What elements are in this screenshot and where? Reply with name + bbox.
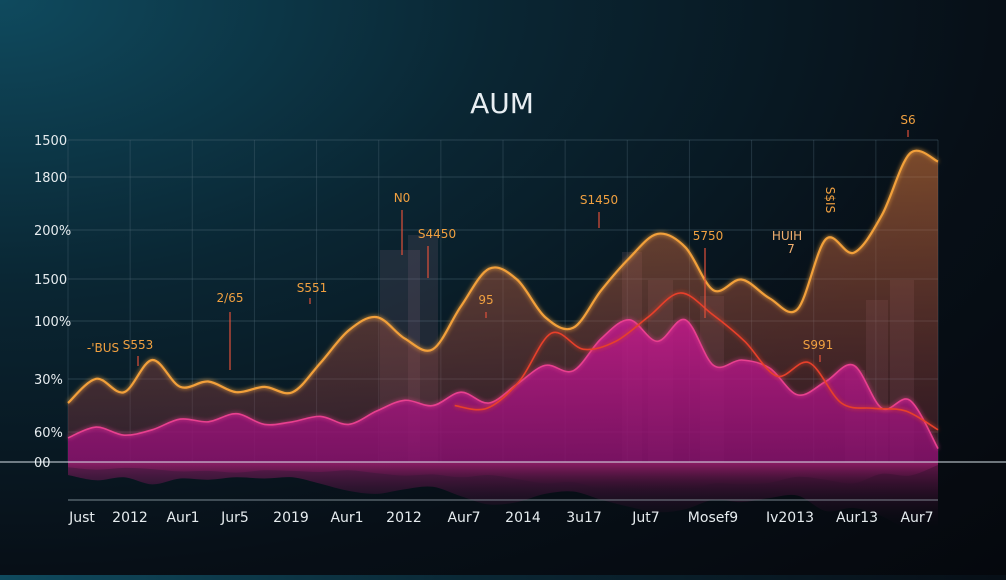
annotation-label: 7 — [787, 242, 795, 256]
x-tick-label: Mosef9 — [688, 510, 738, 526]
y-tick-label: 30% — [34, 373, 63, 388]
annotation-label: S553 — [123, 338, 154, 352]
x-tick-label: 2012 — [112, 510, 148, 526]
series-area — [68, 319, 938, 462]
series-areas — [67, 149, 939, 462]
annotation-label: S551 — [297, 281, 328, 295]
reflection — [68, 462, 938, 531]
series-reflection — [68, 462, 938, 494]
x-tick-label: 2019 — [273, 510, 309, 526]
y-tick-label: 1500 — [34, 273, 67, 288]
axes: 1500 1800 200% 1500 100% 30% 60% 00 Just 2012 Aur1… — [0, 134, 1006, 526]
series-line — [67, 149, 939, 404]
y-tick-label: 1500 — [34, 134, 67, 149]
y-tick-label: 100% — [34, 315, 71, 330]
annotation-label: S991 — [803, 338, 834, 352]
x-tick-label: Aur1 — [166, 510, 199, 526]
annotation-label: N0 — [394, 191, 411, 205]
x-tick-label: 3u17 — [566, 510, 602, 526]
annotation-label: 2/65 — [217, 291, 244, 305]
annotation-label: 5750 — [693, 229, 724, 243]
series-line — [454, 292, 939, 431]
chart-title: AUM — [470, 87, 534, 120]
x-tick-label: Aur1 — [330, 510, 363, 526]
x-tick-label: Aur7 — [900, 510, 933, 526]
annotations: -'BUS S553 2/65 S551 N0 S4450 95 S1450 5750 HUIH7… — [87, 113, 916, 370]
x-tick-label: Iv2013 — [766, 510, 814, 526]
y-tick-label: 00 — [34, 456, 51, 471]
x-tick-label: 2012 — [386, 510, 422, 526]
annotation-label: S6 — [900, 113, 915, 127]
annotation-label: HUIH — [772, 229, 802, 243]
x-tick-label: Jut7 — [631, 510, 659, 526]
y-tick-label: 200% — [34, 224, 71, 239]
y-tick-label: 60% — [34, 426, 63, 441]
x-tick-label: Jur5 — [220, 510, 249, 526]
series-line — [67, 318, 939, 450]
annotation-label: S1450 — [580, 193, 618, 207]
x-tick-label: Aur7 — [447, 510, 480, 526]
x-tick-label: Aur13 — [836, 510, 878, 526]
y-tick-label: 1800 — [34, 171, 67, 186]
annotation-label: S$IS — [823, 187, 837, 213]
annotation-label: S4450 — [418, 227, 456, 241]
annotation-label: -'BUS — [87, 341, 119, 355]
x-tick-label: Just — [68, 510, 95, 526]
x-tick-label: 2014 — [505, 510, 541, 526]
annotation-label: 95 — [478, 293, 493, 307]
